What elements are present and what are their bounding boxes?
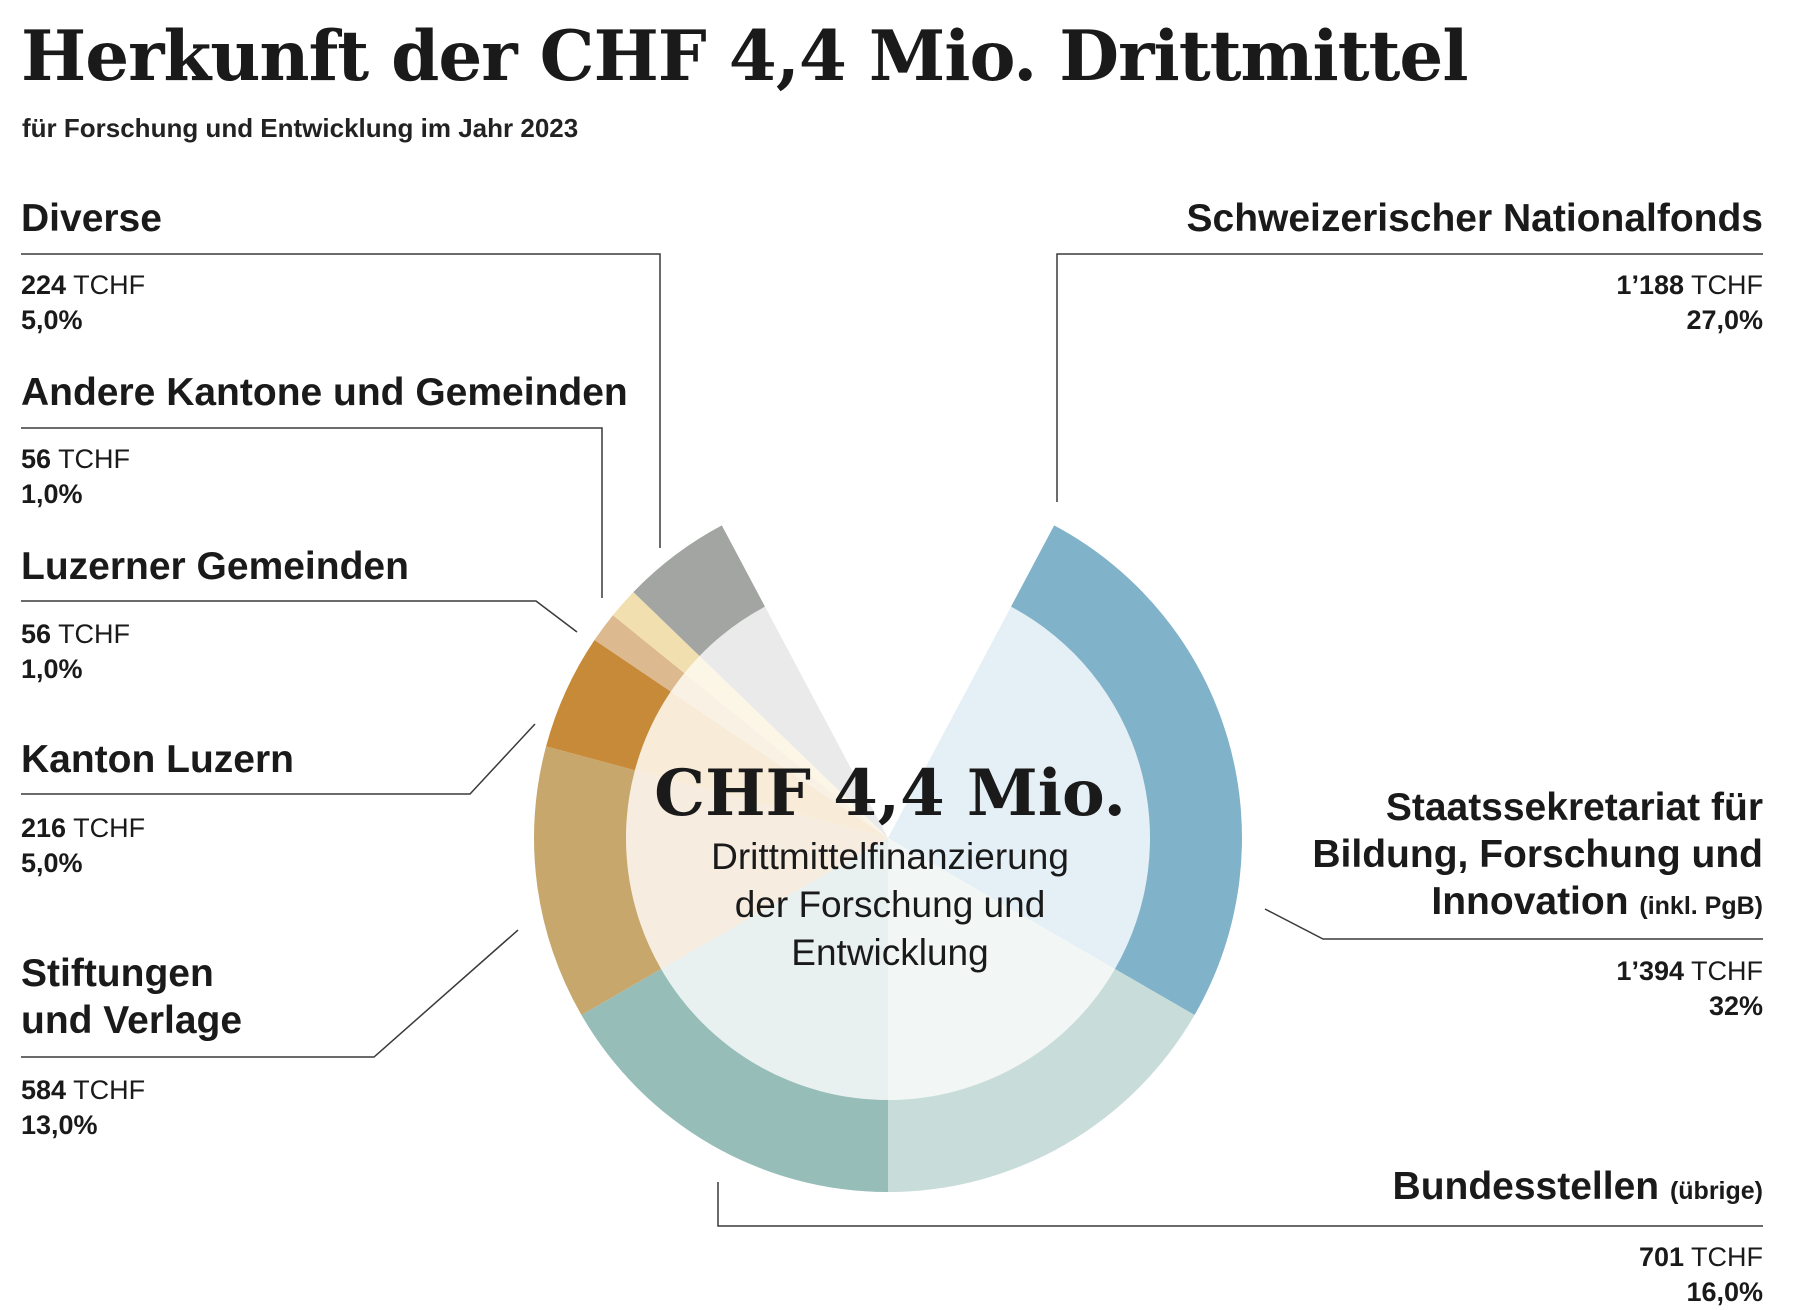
caption-line: der Forschung und <box>734 884 1046 925</box>
values-nationalfonds: 1’188 TCHF 27,0% <box>1616 268 1763 338</box>
value-diverse: 224 <box>21 270 67 300</box>
values-stiftungen-verlage: 584 TCHF 13,0% <box>21 1073 145 1143</box>
label-line: Innovation <box>1431 880 1629 923</box>
label-kanton-luzern: Kanton Luzern <box>21 738 294 781</box>
leader-line-sbfi <box>1264 908 1763 940</box>
donut-slice <box>534 746 662 1015</box>
label-nationalfonds: Schweizerischer Nationalfonds <box>1186 197 1764 240</box>
value-andere-kantone: 56 <box>21 444 52 474</box>
donut-inner-slice <box>670 673 888 838</box>
percent-nationalfonds: 27,0% <box>1686 305 1763 335</box>
values-kanton-luzern: 216 TCHF 5,0% <box>21 811 145 881</box>
label-name: Bundesstellen <box>1392 1165 1660 1208</box>
unit-luzerner-gemeinden: TCHF <box>58 619 131 649</box>
percent-bundesstellen: 16,0% <box>1686 1277 1763 1307</box>
unit-nationalfonds: TCHF <box>1691 270 1763 300</box>
unit-kanton-luzern: TCHF <box>73 813 146 843</box>
value-kanton-luzern: 216 <box>21 813 67 843</box>
unit-bundesstellen: TCHF <box>1691 1242 1763 1272</box>
donut-inner-slice <box>888 606 1150 969</box>
donut-slice <box>1011 525 1242 1015</box>
label-bundesstellen: Bundesstellen (übrige) <box>1393 1163 1763 1215</box>
donut-inner-slice <box>699 606 888 838</box>
donut-slice <box>594 615 685 692</box>
donut-inner-slice <box>888 838 1115 1100</box>
unit-diverse: TCHF <box>73 270 146 300</box>
leader-line-luzerner <box>21 600 578 633</box>
unit-andere-kantone: TCHF <box>58 444 131 474</box>
donut-slice <box>633 525 765 656</box>
value-nationalfonds: 1’188 <box>1616 270 1684 300</box>
values-sbfi: 1’394 TCHF 32% <box>1616 954 1763 1024</box>
donut-inner-slice <box>684 655 888 838</box>
values-andere-kantone: 56 TCHF 1,0% <box>21 442 130 512</box>
donut-slices <box>534 525 1242 1192</box>
chart-subtitle: für Forschung und Entwicklung im Jahr 20… <box>22 113 579 143</box>
leader-line-snf <box>1056 253 1763 502</box>
donut-inner-slice <box>625 770 888 969</box>
center-total: CHF 4,4 Mio. Drittmittelfinanzierung der… <box>650 755 1130 977</box>
percent-sbfi: 32% <box>1708 991 1763 1021</box>
value-bundesstellen: 701 <box>1638 1242 1684 1272</box>
percent-andere-kantone: 1,0% <box>21 479 83 509</box>
donut-inner-slice <box>661 838 888 1100</box>
donut-slice <box>546 640 671 771</box>
label-line: Stiftungen <box>21 952 214 995</box>
leader-line-stiftungen <box>21 929 519 1058</box>
label-line-with-note: Innovation (inkl. PgB) <box>1312 878 1763 930</box>
value-stiftungen-verlage: 584 <box>21 1075 67 1105</box>
leader-line-bund <box>717 1182 1763 1227</box>
leader-line-kanton <box>21 723 536 795</box>
value-luzerner-gemeinden: 56 <box>21 619 52 649</box>
percent-stiftungen-verlage: 13,0% <box>21 1110 98 1140</box>
donut-slice <box>581 969 888 1192</box>
label-line: und Verlage <box>21 999 243 1042</box>
caption-line: Drittmittelfinanzierung <box>711 836 1069 877</box>
label-luzerner-gemeinden: Luzerner Gemeinden <box>21 545 409 588</box>
leader-line-andere <box>21 427 603 598</box>
donut-slice <box>888 969 1195 1192</box>
donut-inner-slice <box>634 691 888 838</box>
percent-kanton-luzern: 5,0% <box>21 848 83 878</box>
unit-sbfi: TCHF <box>1691 956 1763 986</box>
label-diverse: Diverse <box>21 197 162 240</box>
unit-stiftungen-verlage: TCHF <box>73 1075 146 1105</box>
label-sbfi: Staatssekretariat für Bildung, Forschung… <box>1312 784 1763 930</box>
leader-lines <box>21 253 1763 1227</box>
total-value: CHF 4,4 Mio. <box>654 756 1126 831</box>
value-sbfi: 1’394 <box>1616 956 1684 986</box>
percent-luzerner-gemeinden: 1,0% <box>21 654 83 684</box>
percent-diverse: 5,0% <box>21 305 83 335</box>
total-caption: Drittmittelfinanzierung der Forschung un… <box>650 833 1130 977</box>
label-line: Bildung, Forschung und <box>1312 833 1763 876</box>
donut-slice <box>612 592 700 674</box>
label-andere-kantone: Andere Kantone und Gemeinden <box>21 371 628 414</box>
values-luzerner-gemeinden: 56 TCHF 1,0% <box>21 617 130 687</box>
label-stiftungen-verlage: Stiftungen und Verlage <box>21 950 242 1044</box>
chart-title: Herkunft der CHF 4,4 Mio. Drittmittel <box>21 16 1469 97</box>
label-note: (inkl. PgB) <box>1639 892 1763 920</box>
label-note: (übrige) <box>1669 1177 1763 1205</box>
label-line: Staatssekretariat für <box>1385 786 1763 829</box>
leader-line-diverse <box>21 253 661 548</box>
caption-line: Entwicklung <box>791 932 989 973</box>
values-diverse: 224 TCHF 5,0% <box>21 268 145 338</box>
